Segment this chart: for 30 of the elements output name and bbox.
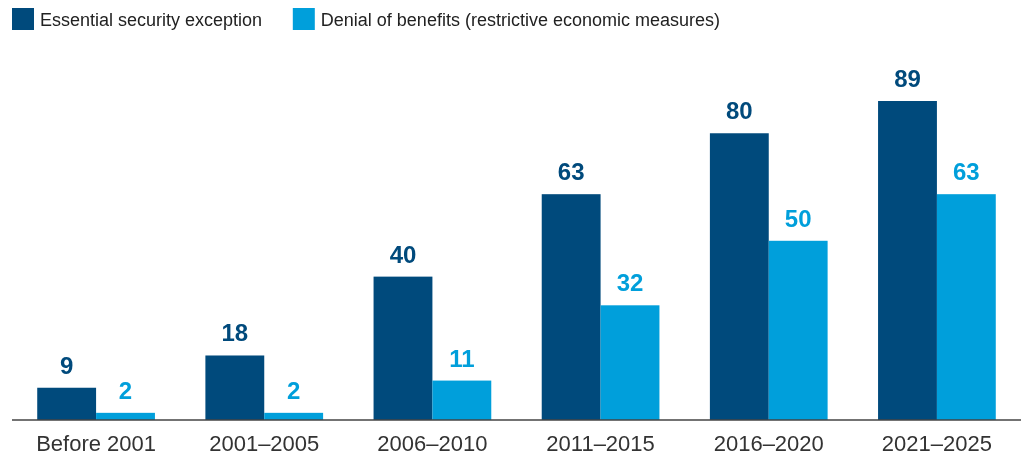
data-label: 89	[894, 65, 921, 92]
x-tick-label: 2016–2020	[713, 431, 824, 456]
legend-label: Essential security exception	[40, 10, 263, 30]
bar	[432, 380, 492, 420]
x-tick-label: 2011–2015	[546, 431, 655, 456]
x-tick-label: 2001–2005	[209, 431, 320, 456]
data-label: 11	[449, 344, 475, 372]
data-label: 50	[784, 204, 812, 232]
data-label: 63	[557, 158, 585, 186]
bar	[37, 387, 97, 420]
data-label: 9	[59, 351, 74, 379]
data-label: 18	[221, 319, 249, 347]
legend-label: Denial of benefits (restrictive economic measures)	[320, 10, 720, 30]
data-label: 32	[616, 269, 644, 297]
bar	[878, 101, 937, 420]
bar	[768, 240, 828, 420]
data-label: 2	[287, 376, 301, 404]
x-tick-label: 2006–2010	[377, 431, 488, 456]
bar	[936, 194, 996, 420]
x-tick-label: Before 2001	[36, 431, 157, 456]
bar	[600, 305, 660, 420]
x-tick-label: 2021–2025	[881, 431, 992, 456]
bar	[709, 133, 769, 420]
bar	[373, 276, 433, 420]
data-label: 2	[118, 376, 133, 404]
data-label: 63	[952, 158, 980, 186]
bar	[541, 194, 601, 420]
data-label: 80	[725, 97, 753, 125]
data-label: 40	[389, 240, 417, 268]
bar	[205, 355, 265, 420]
